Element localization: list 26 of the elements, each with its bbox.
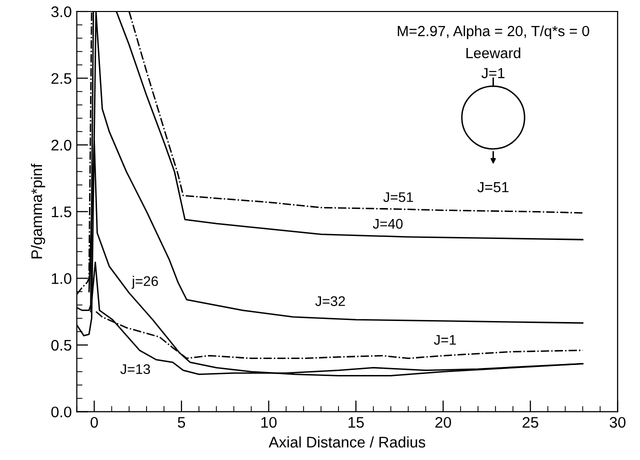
x-tick-label: 25 xyxy=(522,416,538,428)
x-tick-label: 20 xyxy=(435,416,452,428)
y-tick-label: 1.5 xyxy=(52,206,72,218)
annotation: J=1 xyxy=(481,68,504,78)
x-tick-label: 10 xyxy=(261,416,277,428)
annotation: Leeward xyxy=(466,48,520,58)
annotation: J=13 xyxy=(120,364,150,374)
y-tick-label: 2.5 xyxy=(51,73,72,84)
y-tick-label: 2.0 xyxy=(51,140,72,151)
annotation: J=51 xyxy=(477,182,509,192)
y-tick-label: 0.0 xyxy=(51,406,72,418)
x-axis-title: Axial Distance / Radius xyxy=(268,436,426,448)
x-tick-label: 5 xyxy=(178,417,186,428)
annotation: J=32 xyxy=(315,296,345,306)
y-tick-label: 3.0 xyxy=(51,6,72,18)
x-tick-label: 0 xyxy=(90,416,98,428)
x-tick-label: 30 xyxy=(610,416,626,428)
y-tick-label: 0.5 xyxy=(51,340,72,351)
x-tick-label: 15 xyxy=(348,417,364,428)
annotation: M=2.97, Alpha = 20, T/q*s = 0 xyxy=(398,26,590,40)
annotation: J=40 xyxy=(372,218,403,229)
y-tick-label: 1.0 xyxy=(52,273,72,284)
annotation: J=51 xyxy=(383,192,413,202)
annotation: J=1 xyxy=(434,335,456,345)
annotation: j=26 xyxy=(132,276,158,289)
y-axis-title: P/gamma*pinf xyxy=(30,164,46,258)
